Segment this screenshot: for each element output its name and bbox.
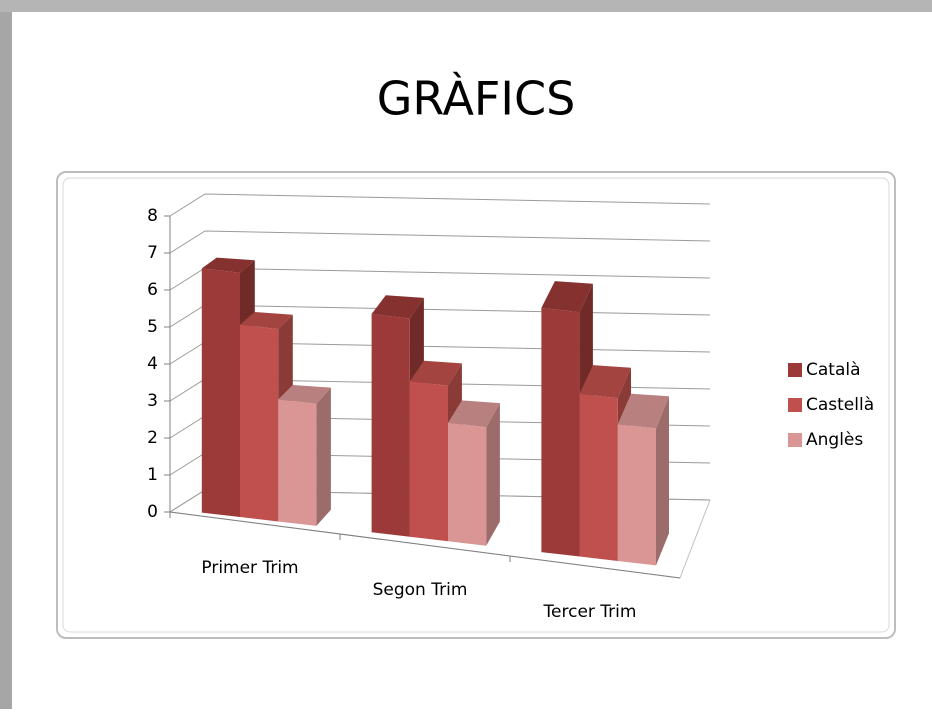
- bar: [201, 268, 240, 517]
- bar-top: [579, 365, 631, 399]
- y-tick-label: 7: [147, 243, 158, 263]
- x-tick-label: Segon Trim: [373, 580, 468, 600]
- chart-inner-frame: [62, 177, 890, 633]
- y-tick-label: 1: [147, 465, 158, 485]
- y-tick-label: 5: [147, 317, 158, 337]
- bar: [278, 399, 317, 526]
- left-edge: [0, 0, 12, 709]
- y-tick-label: 4: [147, 354, 158, 374]
- bar-top: [617, 393, 669, 429]
- chart-title: GRÀFICS: [377, 72, 576, 126]
- grid-line: [169, 193, 711, 217]
- y-tick-label: 2: [147, 428, 158, 448]
- bar: [371, 314, 410, 537]
- x-tick-label: Tercer Trim: [543, 602, 637, 622]
- top-edge: [0, 0, 932, 12]
- bar: [617, 424, 656, 566]
- legend-label: Català: [806, 360, 861, 380]
- bar: [579, 393, 618, 561]
- bar-top: [541, 281, 593, 313]
- bar: [448, 422, 487, 546]
- legend-swatch: [788, 433, 802, 447]
- bar-top: [409, 360, 462, 386]
- bar-top: [240, 312, 293, 330]
- bar-side: [316, 387, 331, 526]
- bar-top: [201, 257, 255, 273]
- legend-swatch: [788, 398, 802, 412]
- bar-top: [278, 385, 331, 404]
- bar-side: [486, 403, 500, 546]
- x-tick-label: Primer Trim: [201, 558, 298, 578]
- bar-top: [371, 295, 424, 319]
- y-tick-label: 6: [147, 280, 158, 300]
- bar: [409, 381, 448, 542]
- legend-swatch: [788, 363, 802, 377]
- bar-top: [448, 400, 500, 428]
- bar-side: [656, 396, 669, 566]
- y-tick-label: 8: [147, 206, 158, 226]
- bar: [541, 307, 580, 557]
- bar: [240, 324, 279, 522]
- y-tick-label: 0: [147, 502, 158, 522]
- legend-label: Castellà: [806, 395, 874, 415]
- grid-line: [169, 230, 711, 254]
- legend-label: Anglès: [806, 430, 863, 450]
- x-axis: [169, 511, 681, 579]
- y-tick-label: 3: [147, 391, 158, 411]
